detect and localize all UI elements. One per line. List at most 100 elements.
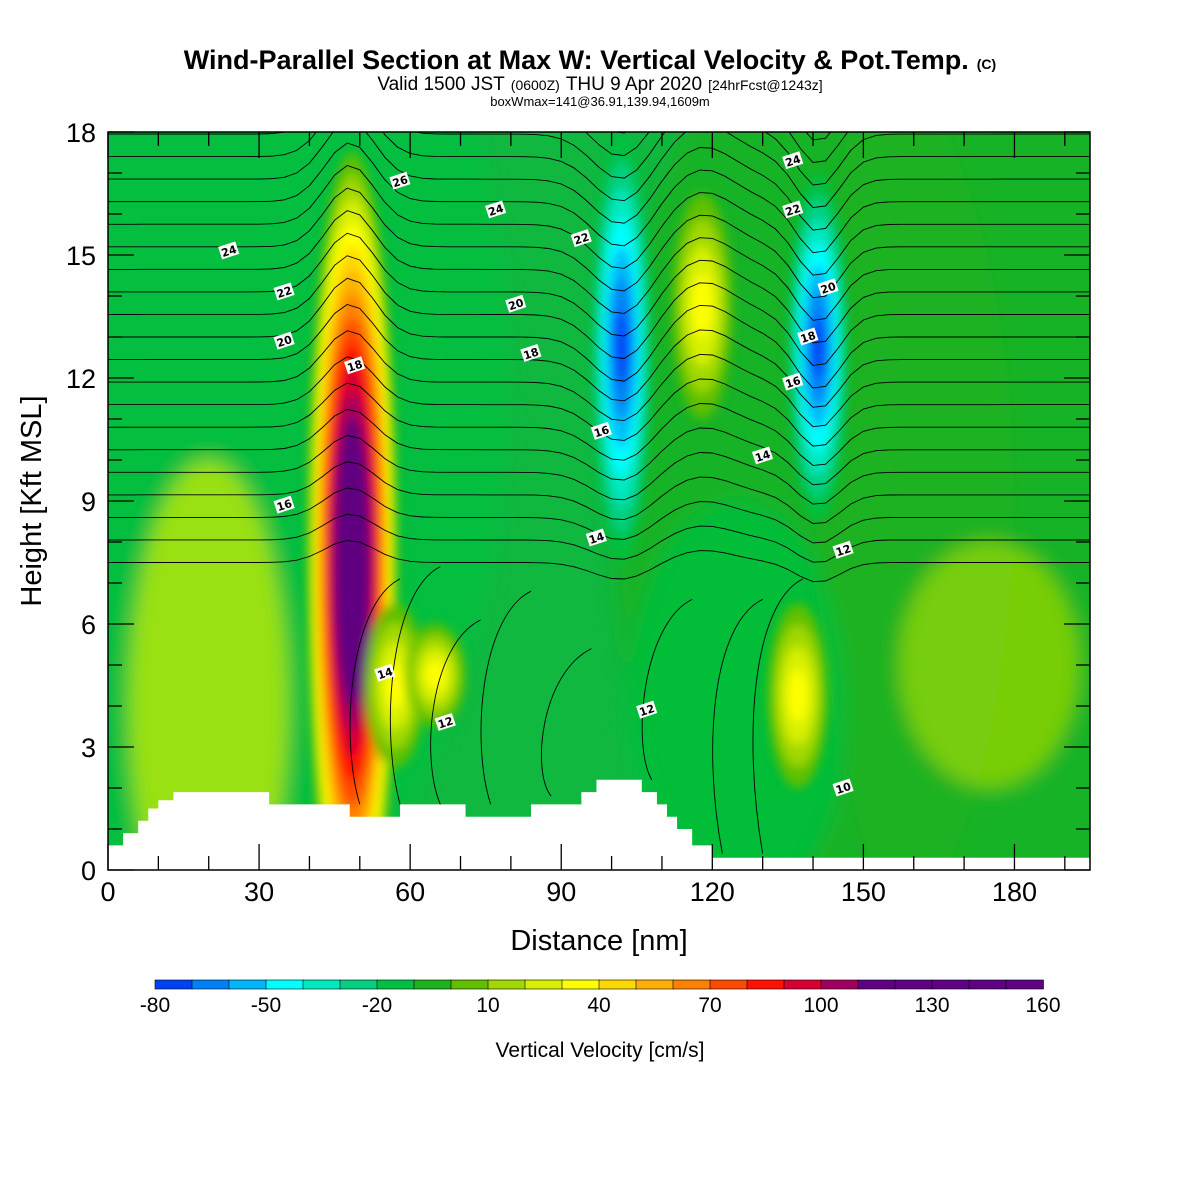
colorbar-swatch xyxy=(635,979,674,990)
theta-contour-label-box xyxy=(505,294,527,313)
theta-contour-line xyxy=(541,648,592,797)
colorbar-swatch xyxy=(487,979,526,990)
colorbar-tick-label: -80 xyxy=(140,994,170,1017)
theta-contour-label-text: 20 xyxy=(507,296,526,313)
theta-contour-label-box xyxy=(797,327,819,346)
theta-contour-label: 12 xyxy=(434,712,456,731)
theta-contour-label-box xyxy=(273,495,295,514)
theta-contour-line xyxy=(641,598,693,781)
theta-contour-label: 14 xyxy=(751,446,774,465)
updraft-core-level xyxy=(425,660,446,690)
x-tick-label: 150 xyxy=(841,877,886,907)
theta-contour-label-text: 14 xyxy=(587,530,606,547)
theta-contour-line xyxy=(108,513,1090,563)
colorbar-swatch xyxy=(783,979,822,990)
downdraft-core-level xyxy=(811,317,825,378)
theta-contour-label-text: 16 xyxy=(592,423,611,440)
terrain-profile xyxy=(108,779,1090,870)
theta-contour-label-box xyxy=(374,663,396,682)
updraft-core-level xyxy=(788,669,808,723)
theta-contour-label-text: 14 xyxy=(754,448,773,465)
theta-contour-label-text: 22 xyxy=(275,284,294,301)
theta-contour-label: 16 xyxy=(782,372,804,391)
theta-contour-line xyxy=(108,210,1090,321)
theta-contour-line xyxy=(108,461,1090,524)
colorbar-swatch xyxy=(1005,979,1044,990)
theta-contour-label-box xyxy=(782,151,804,170)
colorbar-swatch xyxy=(154,979,193,990)
colorbar-swatch xyxy=(339,979,378,990)
x-tick-label: 30 xyxy=(244,877,274,907)
theta-contour-label-text: 16 xyxy=(275,497,294,514)
theta-contour-label-box xyxy=(832,540,854,559)
theta-contour-label-text: 16 xyxy=(784,374,803,391)
theta-contour-label: 22 xyxy=(782,200,804,219)
colorbar-tick-label: 40 xyxy=(587,994,610,1017)
terrain-mask xyxy=(108,779,1090,870)
colorbar-swatch xyxy=(413,979,452,990)
colorbar-swatch xyxy=(931,979,970,990)
colorbar-tick-label: 70 xyxy=(698,994,721,1017)
theta-contour-label-box xyxy=(344,356,366,375)
theta-contour-line xyxy=(108,187,1090,299)
vertical-velocity-field xyxy=(108,132,1090,870)
theta-contour-label-box xyxy=(782,200,804,219)
x-tick-label: 90 xyxy=(546,877,576,907)
downdraft-core-level xyxy=(615,309,628,385)
theta-contour-label-box xyxy=(273,331,295,350)
theta-contour-label: 24 xyxy=(218,241,240,260)
theta-contour-label: 14 xyxy=(374,663,396,682)
y-tick-label: 0 xyxy=(81,856,96,886)
colorbar-swatch xyxy=(561,979,600,990)
theta-contour-label-box xyxy=(782,372,804,391)
colorbar-swatch xyxy=(191,979,230,990)
theta-contour-label: 22 xyxy=(570,229,592,248)
x-tick-labels: 0 30 60 90 120 150 180 xyxy=(100,877,1037,907)
x-tick-label: 60 xyxy=(395,877,425,907)
theta-contour-label-text: 26 xyxy=(391,173,410,190)
theta-contour-label-box xyxy=(520,343,542,362)
theta-contour-label-box xyxy=(570,229,592,248)
theta-contour-label-text: 24 xyxy=(487,202,506,219)
theta-contour-line xyxy=(108,232,1090,344)
theta-contour-label: 24 xyxy=(782,151,804,170)
theta-contour-label-text: 12 xyxy=(834,542,853,559)
theta-contour-line xyxy=(108,132,1090,209)
x-tick-label: 0 xyxy=(100,877,115,907)
y-tick-label: 9 xyxy=(81,487,96,517)
theta-contour-line xyxy=(752,578,804,854)
theta-contour-line xyxy=(108,540,1090,583)
colorbar-tick-label: -50 xyxy=(251,994,281,1017)
theta-contour-label: 20 xyxy=(817,278,839,297)
theta-contour-label-text: 24 xyxy=(784,153,803,170)
theta-contour-line xyxy=(430,619,481,805)
chart-subtitle: Valid 1500 JST (0600Z) THU 9 Apr 2020 [24hr… xyxy=(377,74,822,95)
theta-contour-label: 16 xyxy=(273,495,295,514)
chart-title: Wind-Parallel Section at Max W: Vertical… xyxy=(184,45,996,75)
theta-contour-label: 18 xyxy=(520,343,542,362)
theta-contour-line xyxy=(480,590,532,805)
colorbar-swatch xyxy=(820,979,859,990)
theta-contour-line xyxy=(584,132,849,163)
colorbar-tick-labels: -80 -50 -20 10 40 70 100 130 160 xyxy=(140,994,1061,1017)
theta-contour-label-text: 20 xyxy=(819,280,838,297)
axis-ticks xyxy=(107,131,1090,871)
theta-contour-label-box xyxy=(434,712,456,731)
theta-contour-line xyxy=(108,330,1090,428)
theta-contour-label-box xyxy=(485,200,507,219)
colorbar-title: Vertical Velocity [cm/s] xyxy=(496,1039,705,1062)
theta-contour-label: 20 xyxy=(505,294,527,313)
theta-contour-line xyxy=(108,277,1090,389)
theta-contour-label-text: 18 xyxy=(522,345,541,362)
colorbar-swatch xyxy=(265,979,304,990)
y-tick-label: 3 xyxy=(81,733,96,763)
theta-contour-labels: 26 24 24 24 22 22 22 20 20 20 18 18 18 16 16 16 14 14 14 12… xyxy=(218,151,854,797)
field-background-patch xyxy=(899,542,1080,788)
theta-contour-label-text: 22 xyxy=(572,231,591,248)
theta-contour-label-box xyxy=(832,778,854,797)
theta-contour-label-box xyxy=(636,700,658,719)
colorbar-swatch xyxy=(709,979,748,990)
x-axis-title: Distance [nm] xyxy=(510,925,687,957)
theta-contour-label-box xyxy=(218,241,240,260)
